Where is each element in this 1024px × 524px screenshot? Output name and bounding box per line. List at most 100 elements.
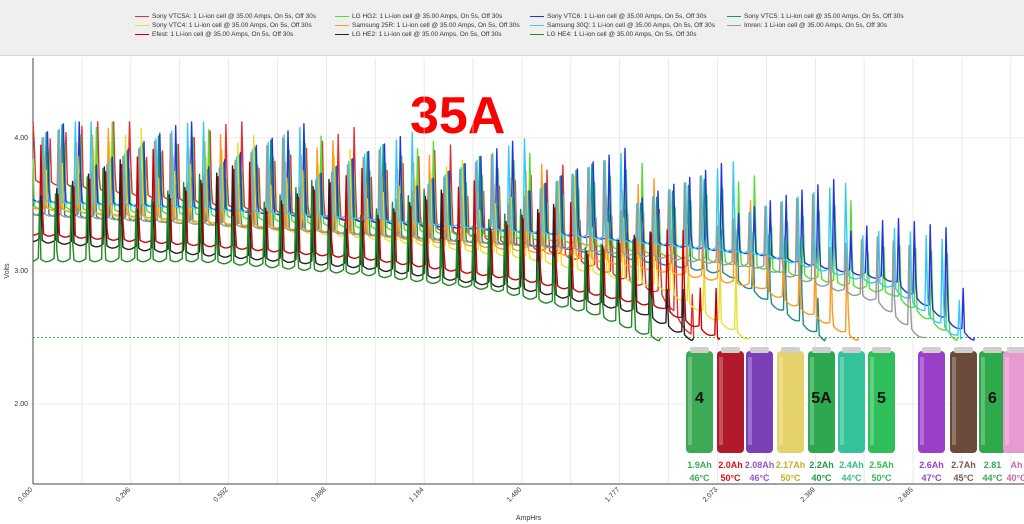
legend-item: LG HE4: 1 Li-ion cell @ 35.00 Amps, On 5… — [530, 31, 697, 39]
legend-item: LG HG2: 1 Li-ion cell @ 35.00 Amps, On 5… — [335, 13, 502, 21]
cell-capacity: 2.7Ah — [951, 460, 976, 470]
cell-capacity: 2.08Ah — [745, 460, 775, 470]
legend-item: LG HE2: 1 Li-ion cell @ 35.00 Amps, On 5… — [335, 31, 502, 39]
x-tick-label: 0.888 — [310, 486, 327, 503]
legend-item: Efest: 1 Li-ion cell @ 35.00 Amps, On 5s… — [135, 31, 293, 39]
legend-item: Imren: 1 Li-ion cell @ 35.00 Amps, On 5s… — [727, 22, 887, 30]
series-line — [32, 121, 962, 340]
cell-capacity: 2.17Ah — [776, 460, 806, 470]
battery-cell — [918, 351, 945, 453]
legend-item: Sony VTC6: 1 Li-ion cell @ 35.00 Amps, O… — [530, 13, 707, 21]
legend-label: Sony VTC5: 1 Li-ion cell @ 35.00 Amps, O… — [744, 13, 904, 20]
legend-swatch — [335, 15, 349, 17]
legend-label: LG HE2: 1 Li-ion cell @ 35.00 Amps, On 5… — [352, 31, 502, 38]
cell-temperature: 45°C — [953, 473, 974, 483]
cell-temperature: 46°C — [689, 473, 710, 483]
series-line — [32, 167, 662, 342]
legend-item: Samsung 30Q: 1 Li-ion cell @ 35.00 Amps,… — [530, 22, 715, 30]
battery-cell — [746, 351, 773, 453]
legend-swatch — [335, 24, 349, 26]
cell-temperature: 44°C — [841, 473, 862, 483]
cell-temperature: 47°C — [921, 473, 942, 483]
battery-highlight — [981, 357, 985, 445]
battery-cell — [777, 351, 804, 453]
legend-swatch — [135, 33, 149, 35]
legend-label: LG HG2: 1 Li-ion cell @ 35.00 Amps, On 5… — [352, 13, 503, 20]
battery-cap — [842, 347, 861, 353]
battery-cap — [1007, 347, 1024, 353]
cell-capacity: 1.9Ah — [687, 460, 712, 470]
legend-label: Samsung 30Q: 1 Li-ion cell @ 35.00 Amps,… — [547, 22, 715, 29]
y-axis-label: Volts — [4, 263, 11, 279]
battery-label: 5A — [811, 390, 832, 407]
battery-highlight — [810, 357, 814, 445]
y-tick-label: 3.00 — [14, 268, 28, 275]
battery-cap — [872, 347, 891, 353]
chart-title: 35A — [410, 87, 506, 145]
battery-cell — [838, 351, 865, 453]
legend-label: Efest: 1 Li-ion cell @ 35.00 Amps, On 5s… — [152, 31, 294, 38]
cell-temperature: 50°C — [780, 473, 801, 483]
x-tick-label: 1.777 — [604, 486, 621, 503]
legend-label: Samsung 25R: 1 Li-ion cell @ 35.00 Amps,… — [352, 22, 520, 29]
chart-legend: Sony VTC5A: 1 Li-ion cell @ 35.00 Amps, … — [0, 0, 1024, 56]
y-tick-label: 2.00 — [14, 401, 28, 408]
cell-capacity: 2.0Ah — [718, 460, 743, 470]
cell-temperature: 50°C — [871, 473, 892, 483]
legend-label: Sony VTC5A: 1 Li-ion cell @ 35.00 Amps, … — [152, 13, 317, 20]
legend-item: Sony VTC5A: 1 Li-ion cell @ 35.00 Amps, … — [135, 13, 316, 21]
x-tick-label: 0.592 — [213, 486, 230, 503]
legend-item: Sony VTC4: 1 Li-ion cell @ 35.00 Amps, O… — [135, 22, 312, 30]
legend-item: Sony VTC5: 1 Li-ion cell @ 35.00 Amps, O… — [727, 13, 904, 21]
legend-label: Sony VTC4: 1 Li-ion cell @ 35.00 Amps, O… — [152, 22, 312, 29]
x-tick-label: 1.480 — [506, 486, 523, 503]
battery-cell — [808, 351, 835, 453]
battery-label: 6 — [988, 390, 997, 407]
cell-capacity: Ah — [1011, 460, 1023, 470]
battery-cell — [950, 351, 977, 453]
cell-capacity: 2.6Ah — [919, 460, 944, 470]
battery-cell — [686, 351, 713, 453]
x-tick-label: 0.000 — [17, 486, 34, 503]
battery-highlight — [840, 357, 844, 445]
battery-cap — [721, 347, 740, 353]
battery-cell — [868, 351, 895, 453]
cell-capacity: 2.4Ah — [839, 460, 864, 470]
x-tick-label: 2.369 — [800, 486, 817, 503]
battery-cap — [690, 347, 709, 353]
x-tick-label: 2.665 — [897, 486, 914, 503]
legend-swatch — [135, 15, 149, 17]
legend-item: Samsung 25R: 1 Li-ion cell @ 35.00 Amps,… — [335, 22, 520, 30]
x-tick-label: 1.184 — [408, 486, 425, 503]
battery-cap — [954, 347, 973, 353]
battery-cell — [979, 351, 1006, 453]
x-tick-label: 0.296 — [115, 486, 132, 503]
legend-label: LG HE4: 1 Li-ion cell @ 35.00 Amps, On 5… — [547, 31, 697, 38]
cell-capacity: 2.5Ah — [869, 460, 894, 470]
battery-label: 4 — [695, 390, 704, 407]
cell-temperature: 44°C — [982, 473, 1003, 483]
battery-highlight — [688, 357, 692, 445]
y-tick-label: 4.00 — [14, 135, 28, 142]
battery-highlight — [870, 357, 874, 445]
cell-temperature: 50°C — [720, 473, 741, 483]
battery-cap — [750, 347, 769, 353]
cell-temperature: 40°C — [1006, 473, 1024, 483]
battery-highlight — [920, 357, 924, 445]
legend-label: Imren: 1 Li-ion cell @ 35.00 Amps, On 5s… — [744, 22, 888, 29]
legend-label: Sony VTC6: 1 Li-ion cell @ 35.00 Amps, O… — [547, 13, 707, 20]
battery-cell — [717, 351, 744, 453]
legend-swatch — [727, 15, 741, 17]
legend-swatch — [135, 24, 149, 26]
battery-highlight — [748, 357, 752, 445]
cell-capacity: 2.81 — [984, 460, 1002, 470]
legend-swatch — [727, 24, 741, 26]
battery-cap — [983, 347, 1002, 353]
battery-highlight — [779, 357, 783, 445]
legend-swatch — [530, 24, 544, 26]
battery-cap — [812, 347, 831, 353]
battery-highlight — [1005, 357, 1009, 445]
x-axis-label: AmpHrs — [516, 515, 542, 522]
battery-cap — [922, 347, 941, 353]
